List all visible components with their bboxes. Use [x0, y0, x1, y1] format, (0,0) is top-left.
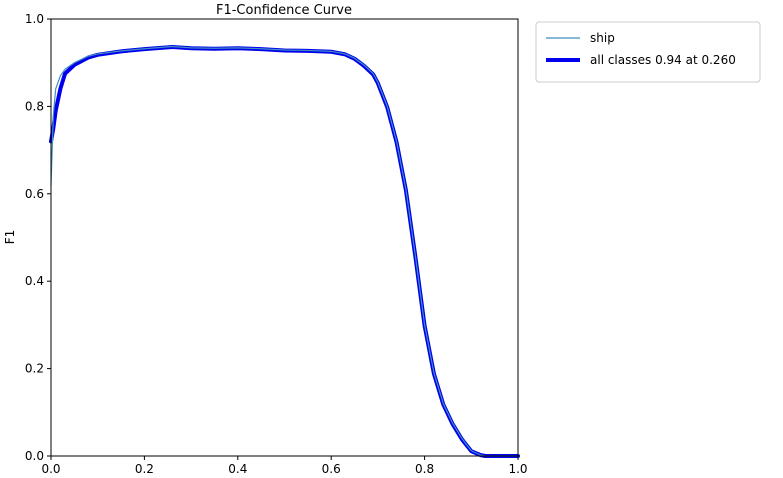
x-axis: 0.0 0.2 0.4 0.6 0.8 1.0: [41, 456, 528, 476]
plot-frame: [50, 18, 519, 457]
x-tick-label: 0.6: [322, 462, 341, 476]
y-tick-label: 0.6: [25, 187, 44, 201]
x-tick-label: 0.8: [415, 462, 434, 476]
legend-label-all-classes: all classes 0.94 at 0.260: [590, 53, 736, 67]
series-line-ship: [50, 45, 519, 457]
x-tick-label: 0.0: [41, 462, 60, 476]
y-tick-label: 1.0: [25, 12, 44, 26]
y-tick-label: 0.0: [25, 449, 44, 463]
y-tick-label: 0.8: [25, 99, 44, 113]
legend-label-ship: ship: [590, 31, 615, 45]
x-tick-label: 0.2: [135, 462, 154, 476]
legend-box: [535, 21, 761, 83]
series-layer: [49, 44, 520, 458]
y-tick-label: 0.4: [25, 274, 44, 288]
y-axis-label: F1: [3, 230, 17, 245]
legend: ship all classes 0.94 at 0.260: [535, 21, 761, 83]
y-tick-label: 0.2: [25, 362, 44, 376]
y-axis: 0.0 0.2 0.4 0.6 0.8 1.0: [25, 12, 51, 463]
chart-title: F1-Confidence Curve: [216, 3, 352, 18]
x-tick-label: 1.0: [508, 462, 527, 476]
plot-background: [51, 19, 518, 456]
plot-area: [49, 18, 520, 458]
x-tick-label: 0.4: [228, 462, 247, 476]
